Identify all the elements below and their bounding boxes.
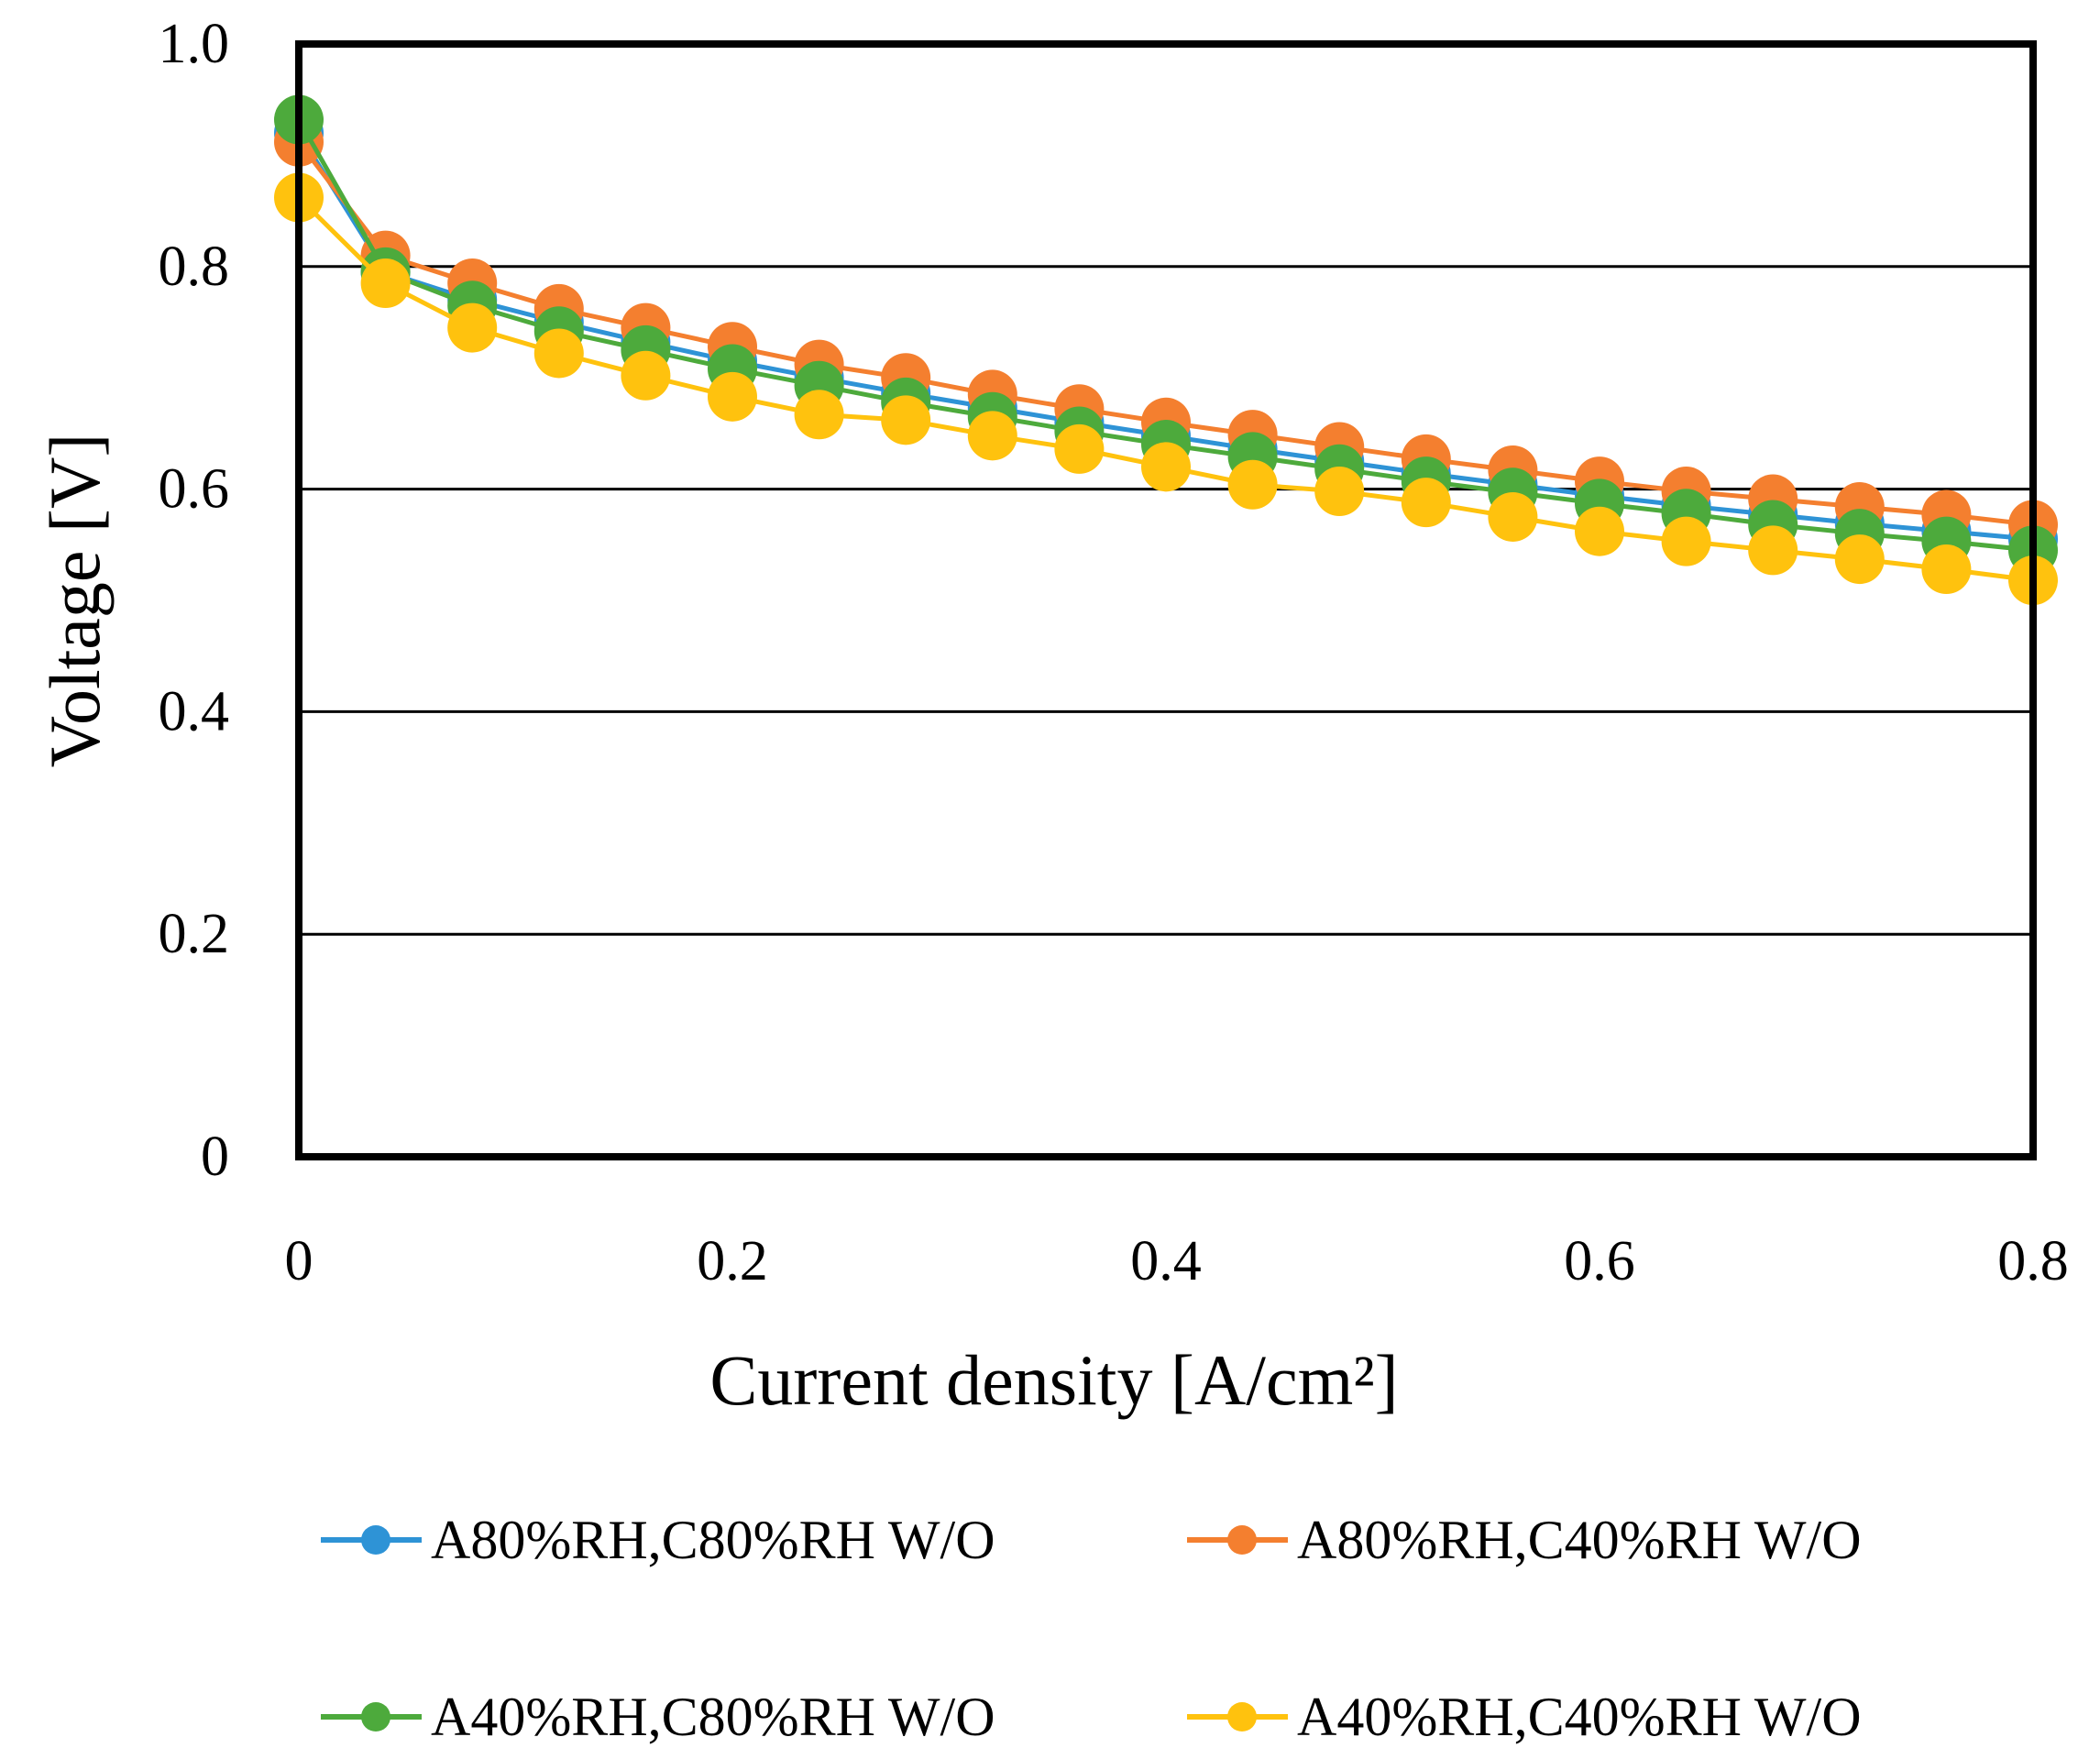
series-group <box>274 94 2058 606</box>
legend-label: A80%RH,C80%RH W/O <box>431 1510 995 1570</box>
legend-label: A80%RH,C40%RH W/O <box>1297 1510 1862 1570</box>
x-tick-label: 0.8 <box>1997 1230 2069 1292</box>
legend-marker <box>1227 1525 1257 1555</box>
data-point <box>794 390 844 440</box>
y-tick-label: 0.6 <box>159 458 230 521</box>
x-tick-label: 0.6 <box>1564 1230 1635 1292</box>
x-tick-labels: 0 0.2 0.4 0.6 0.8 <box>285 1230 2069 1292</box>
y-tick-labels: 0 0.2 0.4 0.6 0.8 1.0 <box>159 13 230 1188</box>
x-tick-label: 0.2 <box>697 1230 768 1292</box>
legend-label: A40%RH,C40%RH W/O <box>1297 1687 1862 1747</box>
x-tick-label: 0.4 <box>1130 1230 1202 1292</box>
data-point <box>447 302 498 353</box>
data-point <box>967 411 1017 461</box>
data-point <box>1141 442 1191 492</box>
legend-item: A80%RH,C80%RH W/O <box>321 1510 995 1570</box>
data-point <box>621 350 671 401</box>
legend-item: A40%RH,C80%RH W/O <box>321 1687 995 1747</box>
x-tick-label: 0 <box>285 1230 313 1292</box>
y-tick-label: 0 <box>201 1126 229 1188</box>
data-point <box>1748 525 1798 576</box>
data-point <box>1575 506 1624 556</box>
data-point <box>360 258 411 309</box>
data-point <box>1661 516 1711 566</box>
plot-frame <box>295 40 2037 1160</box>
legend-marker <box>361 1525 390 1555</box>
legend-item: A80%RH,C40%RH W/O <box>1187 1510 1862 1570</box>
y-tick-label: 1.0 <box>159 13 230 75</box>
x-axis-title: Current density [A/cm²] <box>709 1340 1398 1420</box>
data-point <box>1488 491 1538 542</box>
data-point <box>1227 459 1278 510</box>
data-point <box>881 395 931 445</box>
data-point <box>1921 544 1972 595</box>
legend: A80%RH,C80%RH W/O A80%RH,C40%RH W/O A40%RH… <box>321 1510 1862 1747</box>
series-4 <box>274 172 2058 606</box>
data-point <box>1314 467 1365 517</box>
data-point <box>1834 534 1885 585</box>
legend-marker <box>1227 1702 1257 1732</box>
legend-marker <box>361 1702 390 1732</box>
data-point <box>1401 478 1451 528</box>
legend-item: A40%RH,C40%RH W/O <box>1187 1687 1862 1747</box>
legend-label: A40%RH,C80%RH W/O <box>431 1687 995 1747</box>
y-tick-label: 0.4 <box>159 680 230 742</box>
data-point <box>533 328 584 379</box>
y-axis-title: Voltage [V] <box>35 434 115 768</box>
y-tick-label: 0.8 <box>159 236 230 298</box>
y-tick-label: 0.2 <box>159 903 230 965</box>
data-point <box>1054 423 1105 474</box>
data-point <box>708 371 757 422</box>
